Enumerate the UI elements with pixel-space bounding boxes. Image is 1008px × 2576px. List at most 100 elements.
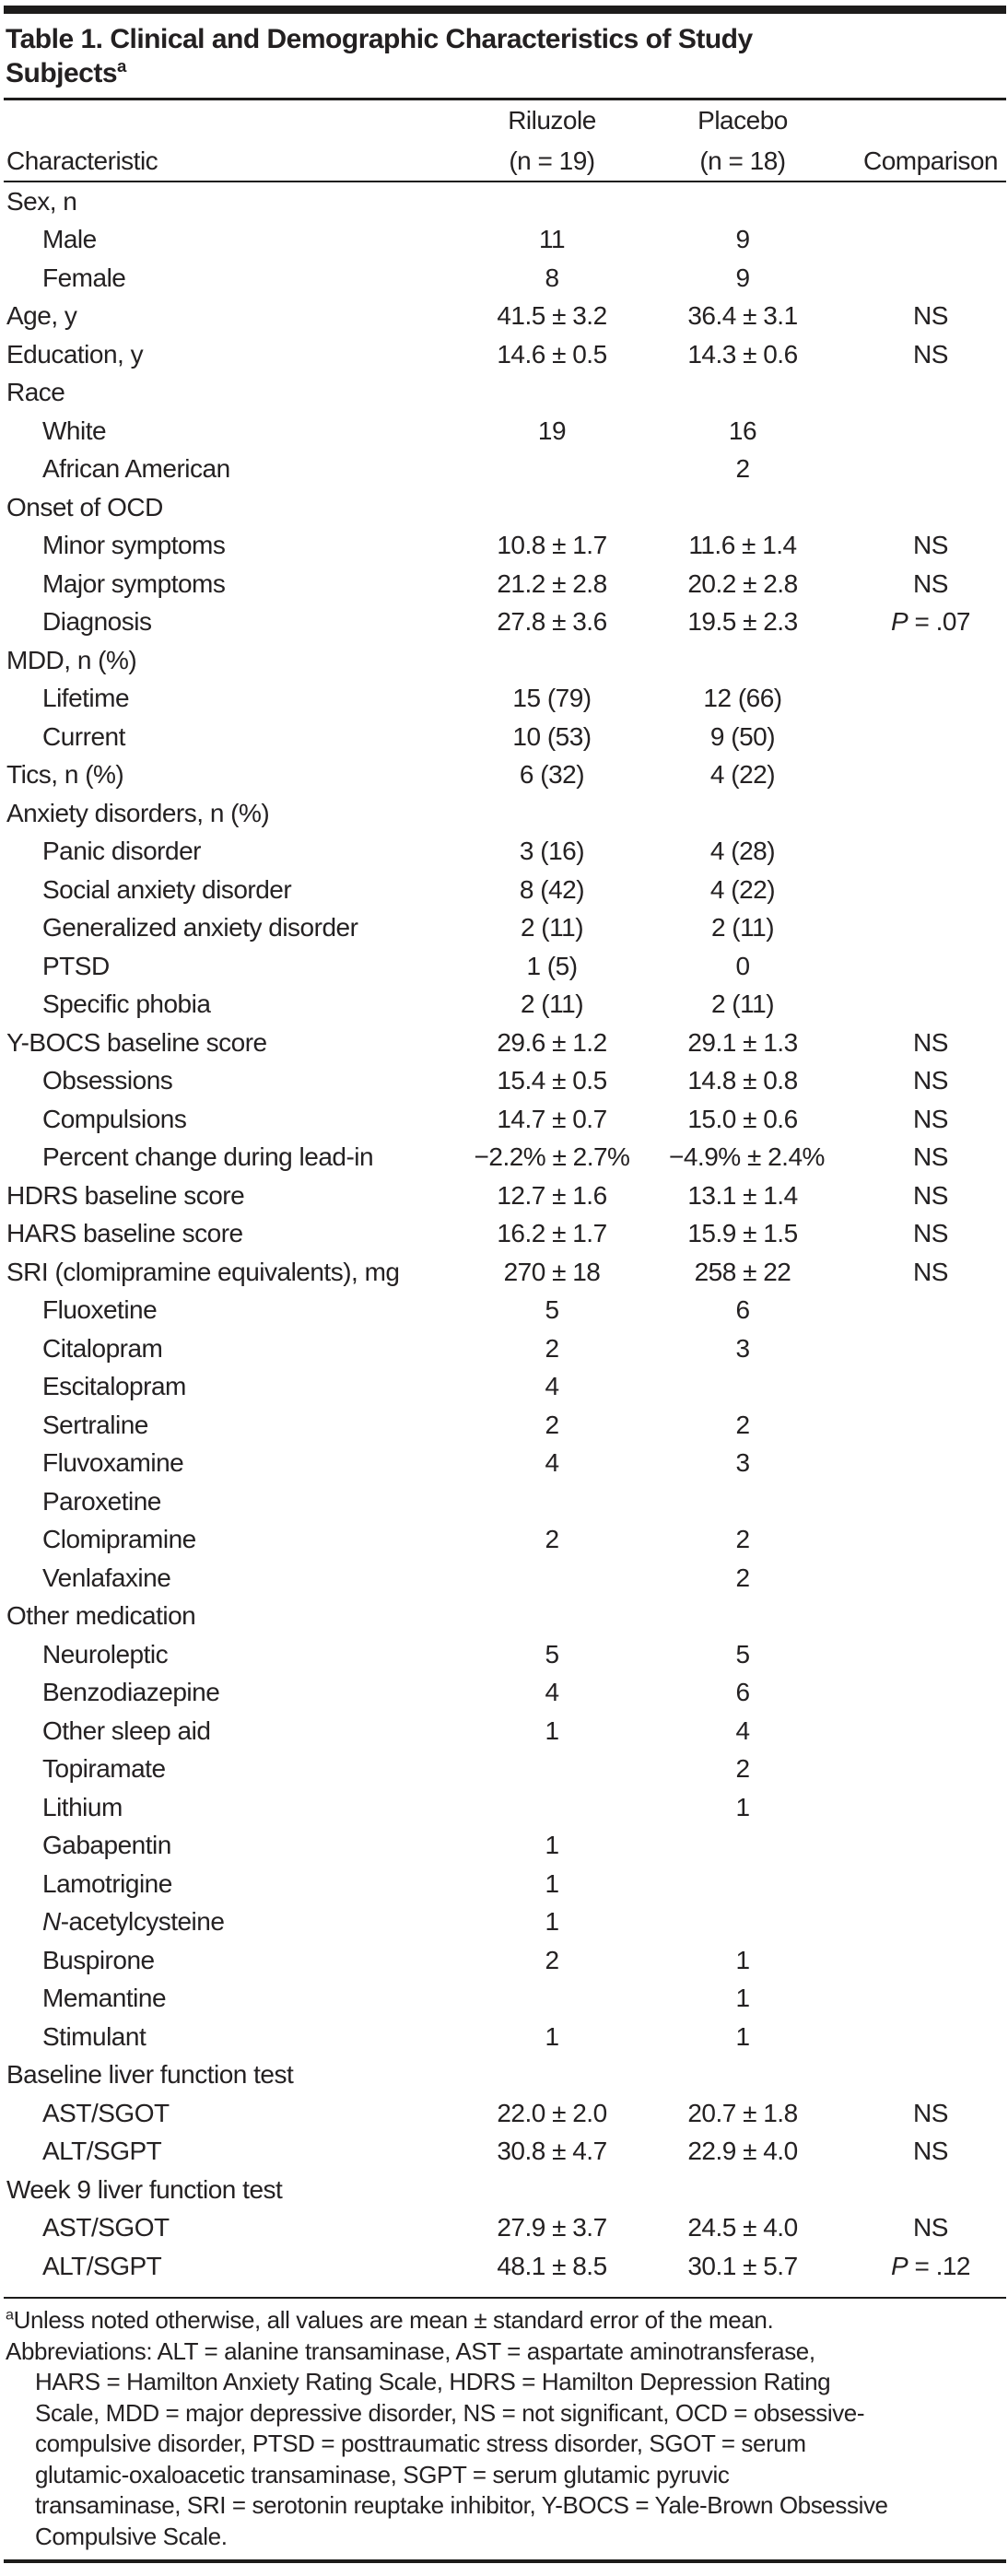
cell-riluzole: 4 <box>545 1448 559 1478</box>
cell-placebo: 22.9 ± 4.0 <box>687 2137 798 2166</box>
cell-placebo: 36.4 ± 3.1 <box>687 301 798 331</box>
row-label: Lithium <box>42 1792 123 1821</box>
footnote-line: glutamic-oxaloacetic transaminase, SGPT … <box>35 2460 730 2488</box>
cell-riluzole: 8 <box>545 263 559 292</box>
row-label: Y-BOCS baseline score <box>6 1027 267 1057</box>
cell-riluzole: 5 <box>545 1639 559 1669</box>
table-row: Memantine 1 <box>4 1980 1006 2019</box>
row-label: Onset of OCD <box>6 492 163 521</box>
table-row: Baseline liver function test <box>4 2056 1006 2095</box>
cell-comparison: NS <box>913 1104 948 1133</box>
row-label: PTSD <box>42 951 110 980</box>
table-row: Paroxetine <box>4 1482 1006 1521</box>
cell-placebo: 2 <box>735 1754 750 1784</box>
table-row: Y-BOCS baseline score 29.6 ± 1.2 29.1 ± 1.… <box>4 1024 1006 1062</box>
cell-placebo: 13.1 ± 1.4 <box>687 1180 798 1210</box>
table-row: Lamotrigine 1 <box>4 1865 1006 1903</box>
cell-placebo: 2 <box>735 1525 750 1554</box>
table-row: Fluvoxamine 4 3 <box>4 1445 1006 1483</box>
row-label: Female <box>42 263 126 292</box>
row-label: Week 9 liver function test <box>6 2174 283 2204</box>
cell-placebo: 11.6 ± 1.4 <box>688 531 797 560</box>
row-label: Other sleep aid <box>42 1715 211 1745</box>
cell-riluzole: 27.9 ± 3.7 <box>497 2213 607 2242</box>
cell-placebo: 3 <box>735 1448 750 1478</box>
table-row: Neuroleptic 5 5 <box>4 1635 1006 1674</box>
footnote-line: Compulsive Scale. <box>35 2522 228 2550</box>
row-label: Venlafaxine <box>42 1563 171 1592</box>
column-header-riluzole-n: (n = 19) <box>509 146 595 175</box>
row-label: Fluvoxamine <box>42 1448 184 1478</box>
row-label: Lamotrigine <box>42 1868 172 1898</box>
cell-placebo: 24.5 ± 4.0 <box>687 2213 798 2242</box>
cell-placebo: 4 (22) <box>709 760 776 790</box>
cell-riluzole: 2 <box>545 1333 559 1363</box>
cell-placebo: 9 (50) <box>709 721 776 751</box>
cell-placebo: 9 <box>735 263 750 292</box>
table-row: Topiramate 2 <box>4 1751 1006 1789</box>
row-label: Education, y <box>6 339 144 369</box>
cell-placebo: 9 <box>735 225 750 254</box>
table-row: Social anxiety disorder 8 (42) 4 (22) <box>4 871 1006 909</box>
cell-riluzole: 11 <box>538 225 566 254</box>
cell-placebo: 14.3 ± 0.6 <box>687 339 798 369</box>
row-label: Male <box>42 225 97 254</box>
cell-comparison: NS <box>913 301 948 331</box>
cell-riluzole: 19 <box>537 416 567 445</box>
table-row: Other sleep aid 1 4 <box>4 1712 1006 1751</box>
cell-riluzole: 27.8 ± 3.6 <box>497 607 607 637</box>
row-label: Percent change during lead-in <box>42 1142 374 1172</box>
table-row: N-acetylcysteine 1 <box>4 1903 1006 1942</box>
table-row: Venlafaxine 2 <box>4 1559 1006 1598</box>
footnote-line: Scale, MDD = major depressive disorder, … <box>35 2398 865 2427</box>
cell-placebo: −4.9% ± 2.4% <box>669 1142 825 1172</box>
row-label: Benzodiazepine <box>42 1678 220 1707</box>
cell-placebo: 1 <box>735 1945 750 1974</box>
footnote-line: HARS = Hamilton Anxiety Rating Scale, HD… <box>35 2368 831 2395</box>
table-row: Male 11 9 <box>4 221 1006 260</box>
row-label: African American <box>42 454 230 484</box>
cell-riluzole: 30.8 ± 4.7 <box>497 2137 607 2166</box>
row-label: Compulsions <box>42 1104 187 1133</box>
top-rule <box>4 6 1006 14</box>
cell-comparison: P = .12 <box>890 2251 971 2280</box>
cell-placebo: 4 (28) <box>709 837 776 866</box>
row-label: Lifetime <box>42 684 130 713</box>
cell-comparison: P = .07 <box>890 607 971 637</box>
cell-riluzole: 14.6 ± 0.5 <box>497 339 607 369</box>
cell-riluzole: 41.5 ± 3.2 <box>497 301 607 331</box>
table-row: Onset of OCD <box>4 488 1006 527</box>
cell-riluzole: 4 <box>545 1372 559 1401</box>
cell-placebo: 2 (11) <box>710 989 775 1019</box>
footnote-rule <box>4 2296 1006 2299</box>
cell-riluzole: 5 <box>545 1295 559 1325</box>
table-row: Specific phobia 2 (11) 2 (11) <box>4 986 1006 1025</box>
table-row: Buspirone 2 1 <box>4 1941 1006 1980</box>
header-rule <box>4 180 1006 182</box>
cell-riluzole: 10 (53) <box>512 721 592 751</box>
cell-placebo: 0 <box>735 951 750 980</box>
cell-placebo: 2 <box>735 1563 750 1592</box>
row-label: Buspirone <box>42 1945 155 1974</box>
table-row: Current 10 (53) 9 (50) <box>4 718 1006 756</box>
row-label: Current <box>42 721 125 751</box>
table-row: Lifetime 15 (79) 12 (66) <box>4 680 1006 719</box>
cell-riluzole: 3 (16) <box>519 837 585 866</box>
cell-placebo: 2 <box>735 454 750 484</box>
row-label: Obsessions <box>42 1066 173 1095</box>
cell-riluzole: 8 (42) <box>519 874 585 904</box>
table-row: Obsessions 15.4 ± 0.5 14.8 ± 0.8 NS <box>4 1062 1006 1101</box>
cell-placebo: 16 <box>728 416 757 445</box>
row-label: Citalopram <box>42 1333 163 1363</box>
cell-riluzole: 10.8 ± 1.7 <box>497 531 607 560</box>
cell-placebo: 5 <box>735 1639 750 1669</box>
table-row: AST/SGOT 27.9 ± 3.7 24.5 ± 4.0 NS <box>4 2209 1006 2248</box>
row-label: ALT/SGPT <box>42 2137 162 2166</box>
row-label: Generalized anxiety disorder <box>42 913 358 943</box>
bottom-rule <box>4 2559 1006 2563</box>
row-label: Major symptoms <box>42 568 226 598</box>
table-row: Diagnosis 27.8 ± 3.6 19.5 ± 2.3 P = .07 <box>4 603 1006 642</box>
row-label: Tics, n (%) <box>6 760 124 790</box>
table-row: SRI (clomipramine equivalents), mg 270 ± … <box>4 1253 1006 1292</box>
cell-placebo: 1 <box>735 1984 750 2013</box>
